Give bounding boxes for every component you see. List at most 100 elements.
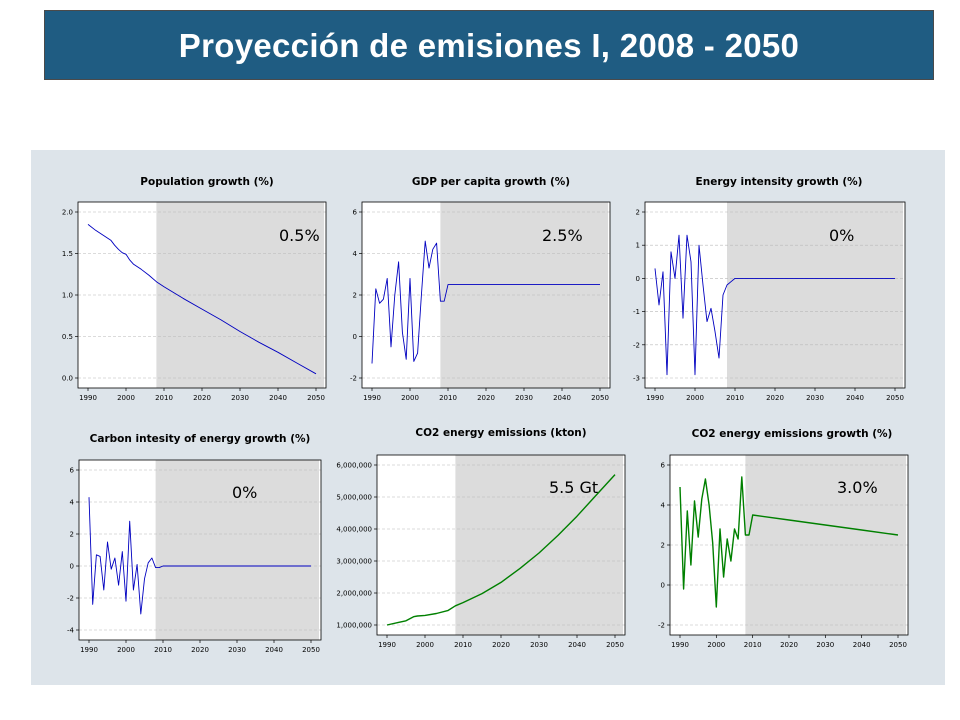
x-tick-label: 2030 <box>816 641 834 649</box>
y-tick-label: 0 <box>70 563 74 571</box>
x-tick-label: 1990 <box>363 394 381 402</box>
y-tick-label: 2 <box>636 209 640 217</box>
x-tick-label: 2050 <box>591 394 609 402</box>
x-tick-label: 2030 <box>515 394 533 402</box>
y-tick-label: 2 <box>661 542 665 550</box>
series-line <box>654 234 895 376</box>
x-tick-label: 2050 <box>886 394 904 402</box>
chart-title: Energy intensity growth (%) <box>696 176 863 188</box>
y-tick-label: 3,000,000 <box>336 558 372 566</box>
x-tick-label: 2050 <box>307 394 325 402</box>
x-tick-label: 2010 <box>155 394 173 402</box>
y-tick-label: 1.0 <box>62 292 73 300</box>
x-tick-label: 2040 <box>265 646 283 654</box>
x-tick-label: 2020 <box>193 394 211 402</box>
y-tick-label: 6 <box>70 467 75 475</box>
x-tick-label: 2020 <box>780 641 798 649</box>
forecast-shade <box>155 460 319 640</box>
x-tick-label: 2040 <box>846 394 864 402</box>
chart-title: Carbon intesity of energy growth (%) <box>90 433 311 445</box>
chart-title: CO2 energy emissions (kton) <box>415 427 586 439</box>
x-tick-label: 2040 <box>568 641 586 649</box>
y-tick-label: 6,000,000 <box>336 462 372 470</box>
x-tick-label: 2010 <box>439 394 457 402</box>
x-tick-label: 1990 <box>646 394 664 402</box>
series-line <box>88 497 311 615</box>
y-tick-label: 2,000,000 <box>336 590 372 598</box>
x-tick-label: 2030 <box>231 394 249 402</box>
y-tick-label: 1,000,000 <box>336 622 372 630</box>
series-line <box>386 474 616 626</box>
growth-annotation: 3.0% <box>837 478 878 497</box>
x-tick-label: 2000 <box>416 641 434 649</box>
y-tick-label: 4 <box>353 250 358 258</box>
x-tick-label: 1990 <box>378 641 396 649</box>
y-tick-label: 0.0 <box>62 375 73 383</box>
x-tick-label: 2020 <box>191 646 209 654</box>
y-tick-label: -2 <box>633 341 640 349</box>
title-banner: Proyección de emisiones I, 2008 - 2050 <box>44 10 934 80</box>
charts-panel: 0.0 0.5 1.0 1.5 2.0 1990 2000 2010 2020 2030 2040 2… <box>31 150 945 685</box>
y-tick-label: -2 <box>350 375 357 383</box>
x-tick-label: 1990 <box>80 646 98 654</box>
forecast-shade <box>727 202 903 388</box>
growth-annotation: 0.5% <box>279 226 320 245</box>
x-tick-label: 2030 <box>228 646 246 654</box>
x-tick-label: 2040 <box>853 641 871 649</box>
x-tick-label: 2040 <box>269 394 287 402</box>
chart-title: Population growth (%) <box>140 176 273 188</box>
y-tick-label: 6 <box>661 462 666 470</box>
chart-2: -2 0 2 4 6 1990 2000 2010 2020 2030 2040 2050 GDP pe… <box>350 176 611 402</box>
y-tick-label: 2.0 <box>62 209 73 217</box>
y-tick-label: 0 <box>353 333 357 341</box>
y-tick-label: -3 <box>633 375 640 383</box>
x-tick-label: 2000 <box>401 394 419 402</box>
x-tick-label: 2020 <box>477 394 495 402</box>
y-tick-label: 1.5 <box>62 250 73 258</box>
growth-annotation: 2.5% <box>542 226 583 245</box>
y-tick-label: 0 <box>636 275 640 283</box>
growth-annotation: 0% <box>232 483 257 502</box>
x-tick-label: 2050 <box>889 641 907 649</box>
x-tick-label: 2010 <box>454 641 472 649</box>
x-tick-label: 2000 <box>686 394 704 402</box>
x-tick-label: 2050 <box>606 641 624 649</box>
y-tick-label: 4,000,000 <box>336 526 372 534</box>
x-tick-label: 2010 <box>154 646 172 654</box>
x-tick-label: 2030 <box>530 641 548 649</box>
x-tick-label: 2010 <box>726 394 744 402</box>
growth-annotation: 0% <box>829 226 854 245</box>
chart-1: 0.0 0.5 1.0 1.5 2.0 1990 2000 2010 2020 2030 2040 2… <box>62 176 327 402</box>
y-tick-label: 0 <box>661 582 665 590</box>
y-tick-label: -2 <box>67 595 74 603</box>
chart-title: GDP per capita growth (%) <box>412 176 570 188</box>
chart-4: -4 -2 0 2 4 6 1990 2000 2010 2020 2030 2040 2050 Carb… <box>67 433 322 654</box>
forecast-shade <box>455 455 623 635</box>
y-tick-label: 2 <box>70 531 74 539</box>
x-tick-label: 2030 <box>806 394 824 402</box>
growth-annotation: 5.5 Gt <box>549 478 598 497</box>
y-tick-label: 1 <box>636 242 640 250</box>
series-line <box>371 240 600 364</box>
series-line <box>87 224 317 375</box>
x-tick-label: 2010 <box>744 641 762 649</box>
x-tick-label: 1990 <box>671 641 689 649</box>
x-tick-label: 2000 <box>707 641 725 649</box>
x-tick-label: 2000 <box>117 394 135 402</box>
y-tick-label: -2 <box>658 622 665 630</box>
chart-3: -3 -2 -1 0 1 2 1990 2000 2010 2020 2030 2040 2050 Ene… <box>633 176 906 402</box>
series-line <box>679 476 899 608</box>
chart-5: 1,000,000 2,000,000 3,000,000 4,000,000 5,00… <box>336 427 626 649</box>
x-tick-label: 2020 <box>766 394 784 402</box>
x-tick-label: 2040 <box>553 394 571 402</box>
y-tick-label: 4 <box>70 499 75 507</box>
chart-6: -2 0 2 4 6 1990 2000 2010 2020 2030 2040 2050 CO2 en… <box>658 428 909 649</box>
x-tick-label: 1990 <box>79 394 97 402</box>
y-tick-label: 2 <box>353 292 357 300</box>
x-tick-label: 2050 <box>302 646 320 654</box>
page-title: Proyección de emisiones I, 2008 - 2050 <box>178 27 800 64</box>
y-tick-label: 5,000,000 <box>336 494 372 502</box>
y-tick-label: 0.5 <box>62 333 73 341</box>
x-tick-label: 2020 <box>492 641 510 649</box>
